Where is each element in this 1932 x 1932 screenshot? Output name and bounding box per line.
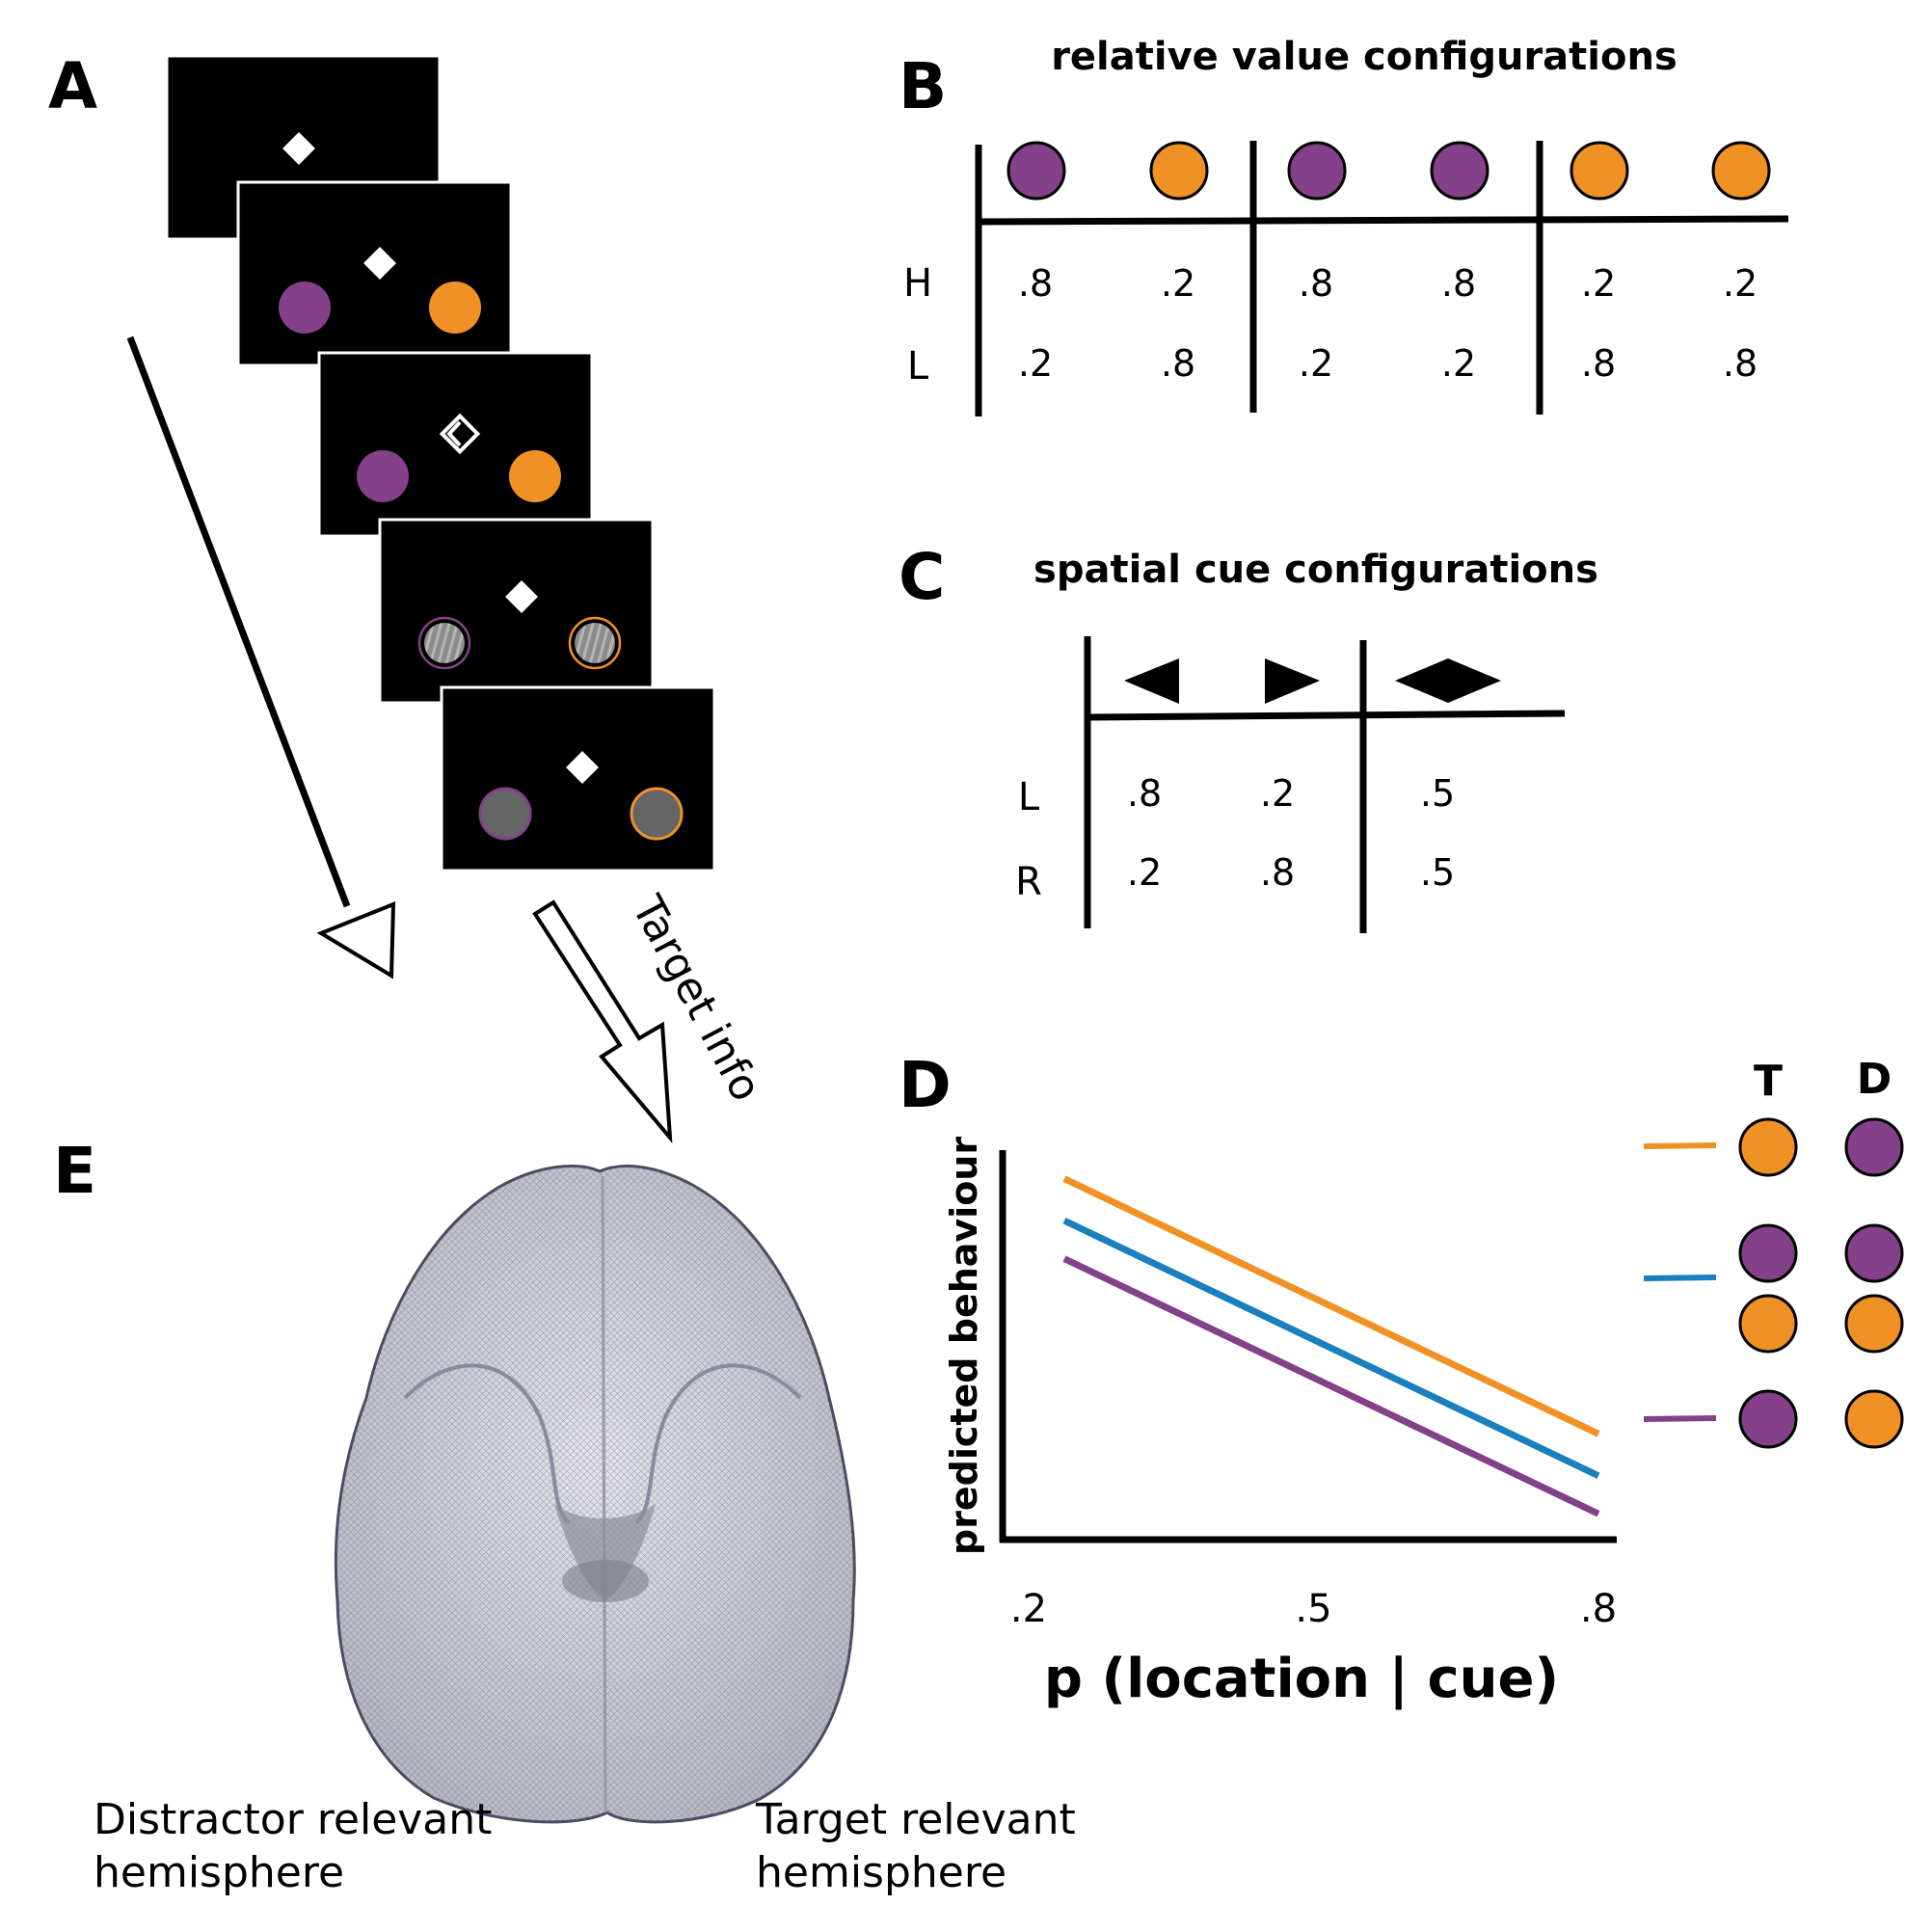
fixation-diamond-icon (282, 132, 315, 165)
panel-c-title: spatial cue configurations (1033, 548, 1598, 592)
legend-header-distractor: D (1857, 1055, 1892, 1104)
x-tick-label: .2 (1010, 1587, 1047, 1631)
table-cell: .5 (1420, 772, 1455, 815)
distractor-hemisphere-label-line2: hemisphere (94, 1848, 344, 1897)
x-tick-label: .8 (1580, 1587, 1617, 1631)
left-arrow-cue-icon (1124, 658, 1179, 704)
orange-circle-icon (1711, 141, 1771, 201)
panel-c-letter: C (899, 540, 945, 614)
legend (1643, 1117, 1904, 1449)
panel-b-title: relative value configurations (1051, 35, 1677, 79)
trial-screen-value-cue (236, 180, 513, 367)
fixation-diamond-icon (363, 247, 396, 280)
series-line-3 (1062, 1255, 1600, 1517)
purple-ring-icon (478, 787, 532, 841)
orange-ring-icon (568, 616, 622, 670)
target-info-arrow-icon (532, 899, 673, 1143)
purple-circle-icon (1844, 1117, 1904, 1177)
panel-e: E Distractor relevant hemisphere Target … (53, 1134, 1076, 1897)
series-line-2 (1062, 1217, 1600, 1479)
table-cell: .8 (1127, 772, 1162, 815)
distractor-hemisphere-label-line1: Distractor relevant (94, 1795, 492, 1844)
panel-d: D predicted behaviour p (location | cue)… (899, 1048, 1904, 1710)
right-arrow-cue-icon (1265, 658, 1320, 704)
purple-circle-icon (357, 450, 409, 502)
row-label-r: R (1015, 860, 1042, 904)
table-cell: .8 (1299, 262, 1333, 305)
purple-ring-icon (417, 616, 471, 670)
table-cell: .2 (1161, 262, 1195, 305)
time-arrow-icon (126, 335, 396, 979)
table-cell: .2 (1299, 342, 1333, 385)
legend-line-2 (1643, 1275, 1717, 1281)
table-cell: .2 (1260, 772, 1295, 815)
purple-circle-icon (1006, 141, 1066, 201)
row-label-l: L (1018, 775, 1040, 819)
double-arrow-cue-icon (1395, 658, 1501, 703)
orange-circle-icon (1738, 1294, 1798, 1354)
legend-line-3 (1643, 1415, 1717, 1422)
x-tick-labels: .2 .5 .8 (1010, 1587, 1617, 1631)
legend-line-1 (1643, 1142, 1717, 1149)
target-hemisphere-label-line2: hemisphere (756, 1848, 1006, 1897)
table-cell: .8 (1161, 342, 1195, 385)
orange-ring-icon (630, 787, 684, 841)
row-label-h: H (903, 261, 932, 306)
table-cell: .8 (1723, 342, 1758, 385)
table-cell: .8 (1018, 262, 1053, 305)
table-cell: .5 (1420, 851, 1455, 894)
target-hemisphere-label-line1: Target relevant (755, 1795, 1076, 1844)
orange-circle-icon (509, 450, 561, 502)
orange-circle-icon (1738, 1117, 1798, 1177)
panel-b: B relative value configurations H L .8 .2… (899, 35, 1789, 416)
panel-a-letter: A (48, 49, 97, 123)
left-cue-arrow-icon (446, 420, 462, 447)
x-axis-label: p (location | cue) (1044, 1648, 1559, 1710)
purple-circle-icon (1738, 1223, 1798, 1283)
legend-header-target: T (1754, 1057, 1783, 1106)
panel-c: C spatial cue configurations L R .8 .2 .… (899, 540, 1598, 933)
table-cell: .8 (1260, 851, 1295, 894)
panel-b-columns: .8 .2 .2 .8 .8 .2 .8 .2 .2 .8 .2 .8 (1006, 141, 1771, 385)
purple-circle-icon (1430, 141, 1489, 201)
orange-circle-icon (1844, 1294, 1904, 1354)
table-cell: .8 (1441, 262, 1476, 305)
panel-e-letter: E (53, 1134, 96, 1208)
orange-circle-icon (429, 282, 481, 334)
orange-circle-icon (1149, 141, 1209, 201)
panel-a: A (48, 49, 771, 1143)
table-cell: .8 (1581, 342, 1616, 385)
orange-circle-icon (1570, 141, 1629, 201)
orange-circle-icon (1844, 1389, 1904, 1449)
panel-b-letter: B (899, 49, 947, 123)
fixation-diamond-icon (566, 751, 599, 784)
chart-plot-area (999, 1150, 1617, 1543)
panel-c-table-lines (1084, 636, 1566, 933)
grating-icon (575, 623, 615, 663)
purple-circle-icon (1738, 1389, 1798, 1449)
series-line-1 (1062, 1175, 1600, 1437)
purple-circle-icon (279, 282, 331, 334)
table-cell: .2 (1723, 262, 1758, 305)
table-cell: .2 (1127, 851, 1162, 894)
fixation-diamond-icon (505, 580, 538, 613)
table-cell: .2 (1441, 342, 1476, 385)
row-label-l: L (907, 344, 929, 389)
trial-screen-spatial-cue (317, 351, 594, 538)
purple-circle-icon (1287, 141, 1347, 201)
grating-icon (424, 623, 465, 663)
y-axis-label: predicted behaviour (943, 1137, 985, 1555)
panel-d-letter: D (899, 1048, 952, 1122)
brain-icon (334, 1165, 856, 1824)
cue-diamond-icon (439, 413, 481, 455)
table-cell: .2 (1018, 342, 1053, 385)
table-cell: .2 (1581, 262, 1616, 305)
x-tick-label: .5 (1295, 1587, 1331, 1631)
purple-circle-icon (1844, 1223, 1904, 1283)
trial-screen-gratings (378, 518, 655, 705)
panel-b-table-lines (975, 141, 1789, 416)
trial-screen-response (440, 685, 716, 872)
